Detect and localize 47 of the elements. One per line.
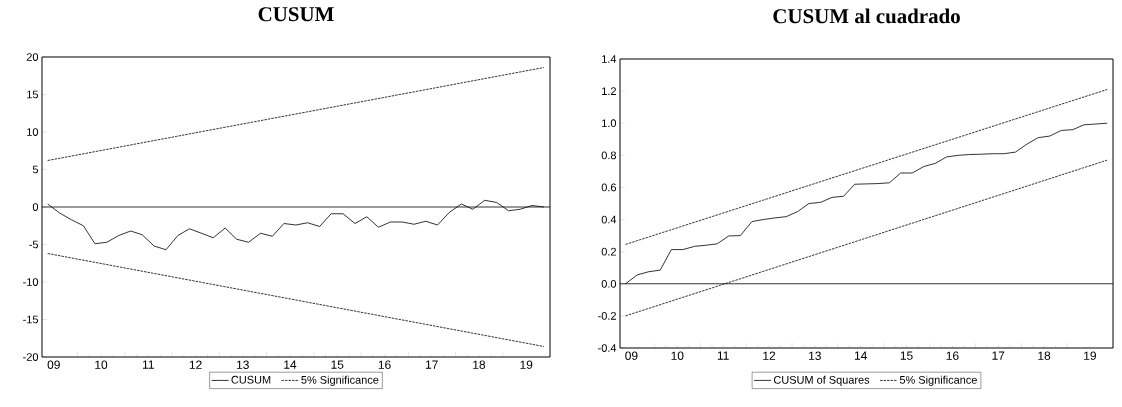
y-tick-label: 10: [27, 128, 39, 136]
y-tick-label: -20: [23, 353, 39, 361]
y-tick-label: 0.4: [601, 215, 617, 224]
x-tick-label: 16: [946, 351, 959, 360]
y-tick-label: -0.4: [598, 344, 617, 352]
x-tick-label: 10: [95, 360, 108, 369]
legend-label: 5% Significance: [301, 375, 379, 386]
y-tick-label: 15: [27, 90, 39, 99]
x-tick-label: 12: [189, 360, 202, 369]
y-tick-label: 0.6: [601, 183, 616, 192]
x-tick-label: 14: [284, 360, 297, 369]
y-tick-label: 0.8: [601, 151, 616, 160]
x-tick-label: 09: [47, 360, 60, 369]
y-tick-label: 1.2: [602, 87, 616, 95]
y-tick-label: -0.2: [598, 312, 616, 320]
y-tick-label: 0: [32, 203, 39, 211]
x-tick-label: 09: [625, 351, 638, 360]
y-tick-label: 5: [32, 165, 39, 174]
legend-label: 5% Significance: [899, 375, 977, 386]
y-tick-label: -5: [29, 240, 39, 249]
y-tick-label: 0.2: [601, 247, 616, 256]
x-tick-label: 18: [1038, 351, 1051, 360]
chart-title: CUSUM: [258, 7, 334, 22]
y-tick-label: 1.4: [602, 55, 617, 63]
x-tick-label: 18: [473, 360, 486, 369]
x-tick-label: 19: [1084, 351, 1096, 360]
x-tick-label: 13: [809, 351, 821, 360]
chart-title: CUSUM al cuadrado: [773, 8, 960, 24]
y-tick-label: 1.0: [602, 119, 617, 128]
x-tick-label: 12: [763, 351, 776, 360]
x-tick-label: 15: [331, 360, 344, 369]
x-tick-label: 13: [237, 360, 249, 369]
x-tick-label: 17: [992, 351, 1005, 360]
x-tick-label: 11: [142, 360, 154, 369]
x-tick-label: 14: [854, 351, 867, 360]
y-tick-label: 20: [26, 53, 39, 61]
x-tick-label: 16: [378, 360, 391, 369]
x-tick-label: 11: [717, 351, 729, 360]
y-tick-label: -10: [23, 278, 39, 286]
x-tick-label: 17: [425, 360, 438, 369]
x-tick-label: 15: [900, 351, 913, 360]
x-tick-label: 19: [520, 360, 533, 369]
y-tick-label: 0.0: [601, 279, 617, 288]
y-tick-label: -15: [23, 315, 39, 324]
x-tick-label: 10: [671, 351, 684, 360]
legend-label: CUSUM: [231, 375, 271, 384]
legend-label: CUSUM of Squares: [773, 375, 870, 386]
